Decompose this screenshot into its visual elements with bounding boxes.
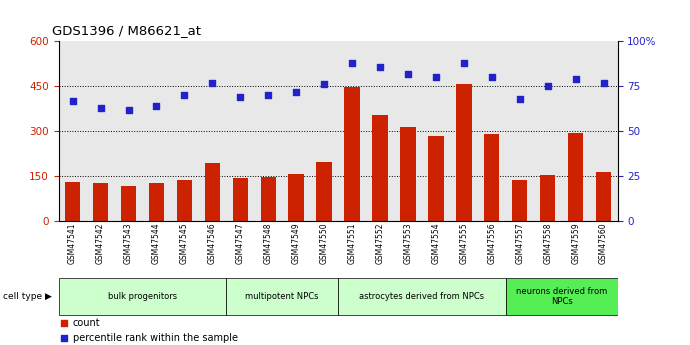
- Bar: [484, 134, 500, 221]
- Bar: [199, 41, 226, 221]
- Point: [402, 71, 413, 77]
- Text: GSM47557: GSM47557: [515, 222, 524, 264]
- Bar: [261, 177, 276, 221]
- Point: [458, 60, 469, 66]
- Text: GSM47547: GSM47547: [236, 222, 245, 264]
- Point: [384, 277, 395, 282]
- Point: [67, 98, 78, 104]
- Bar: [596, 172, 611, 221]
- Text: percentile rank within the sample: percentile rank within the sample: [72, 333, 237, 343]
- Point: [319, 82, 330, 87]
- Bar: [149, 184, 164, 221]
- Bar: [226, 41, 255, 221]
- Bar: [143, 41, 170, 221]
- Text: GSM47560: GSM47560: [599, 222, 608, 264]
- Point: [95, 105, 106, 110]
- Text: GSM47542: GSM47542: [96, 222, 105, 264]
- Text: bulk progenitors: bulk progenitors: [108, 292, 177, 301]
- Bar: [255, 41, 282, 221]
- Text: GDS1396 / M86621_at: GDS1396 / M86621_at: [52, 24, 201, 37]
- Text: astrocytes derived from NPCs: astrocytes derived from NPCs: [359, 292, 484, 301]
- Bar: [400, 127, 415, 221]
- Text: GSM47544: GSM47544: [152, 222, 161, 264]
- Bar: [512, 179, 527, 221]
- Bar: [534, 41, 562, 221]
- Text: neurons derived from
NPCs: neurons derived from NPCs: [516, 287, 607, 306]
- Point: [384, 139, 395, 144]
- Bar: [121, 186, 136, 221]
- Bar: [205, 164, 220, 221]
- Bar: [428, 136, 444, 221]
- Bar: [317, 162, 332, 221]
- Point: [346, 60, 357, 66]
- Point: [290, 89, 302, 95]
- Text: GSM47543: GSM47543: [124, 222, 133, 264]
- Point: [542, 83, 553, 89]
- Text: multipotent NPCs: multipotent NPCs: [246, 292, 319, 301]
- Bar: [590, 41, 618, 221]
- Text: count: count: [72, 318, 100, 327]
- Text: GSM47541: GSM47541: [68, 222, 77, 264]
- Text: GSM47559: GSM47559: [571, 222, 580, 264]
- Text: GSM47545: GSM47545: [180, 222, 189, 264]
- Bar: [59, 41, 87, 221]
- Bar: [87, 41, 115, 221]
- Bar: [450, 41, 478, 221]
- Bar: [233, 178, 248, 221]
- Text: GSM47550: GSM47550: [319, 222, 328, 264]
- Point: [598, 80, 609, 86]
- Bar: [288, 174, 304, 221]
- Bar: [226, 278, 338, 315]
- Bar: [59, 278, 226, 315]
- Bar: [422, 41, 450, 221]
- Bar: [506, 41, 534, 221]
- Text: GSM47558: GSM47558: [543, 222, 552, 264]
- Bar: [115, 41, 143, 221]
- Bar: [170, 41, 199, 221]
- Bar: [394, 41, 422, 221]
- Text: GSM47552: GSM47552: [375, 222, 384, 264]
- Text: GSM47553: GSM47553: [404, 222, 413, 264]
- Bar: [373, 115, 388, 221]
- Point: [235, 94, 246, 100]
- Text: GSM47555: GSM47555: [460, 222, 469, 264]
- Text: cell type ▶: cell type ▶: [3, 292, 52, 301]
- Text: GSM47548: GSM47548: [264, 222, 273, 264]
- Point: [263, 92, 274, 98]
- Bar: [506, 278, 618, 315]
- Point: [207, 80, 218, 86]
- Text: GSM47549: GSM47549: [292, 222, 301, 264]
- Point: [431, 75, 442, 80]
- Bar: [177, 179, 192, 221]
- Bar: [568, 134, 583, 221]
- Point: [486, 75, 497, 80]
- Bar: [65, 182, 80, 221]
- Bar: [282, 41, 310, 221]
- Point: [375, 64, 386, 69]
- Text: GSM47556: GSM47556: [487, 222, 496, 264]
- Point: [179, 92, 190, 98]
- Bar: [366, 41, 394, 221]
- Bar: [93, 184, 108, 221]
- Point: [570, 76, 581, 82]
- Bar: [562, 41, 590, 221]
- Text: GSM47554: GSM47554: [431, 222, 440, 264]
- Bar: [456, 84, 471, 221]
- Bar: [540, 175, 555, 221]
- Bar: [478, 41, 506, 221]
- Bar: [338, 278, 506, 315]
- Bar: [344, 87, 359, 221]
- Bar: [338, 41, 366, 221]
- Text: GSM47551: GSM47551: [348, 222, 357, 264]
- Point: [151, 103, 162, 109]
- Point: [123, 107, 134, 112]
- Bar: [310, 41, 338, 221]
- Point: [514, 96, 525, 101]
- Text: GSM47546: GSM47546: [208, 222, 217, 264]
